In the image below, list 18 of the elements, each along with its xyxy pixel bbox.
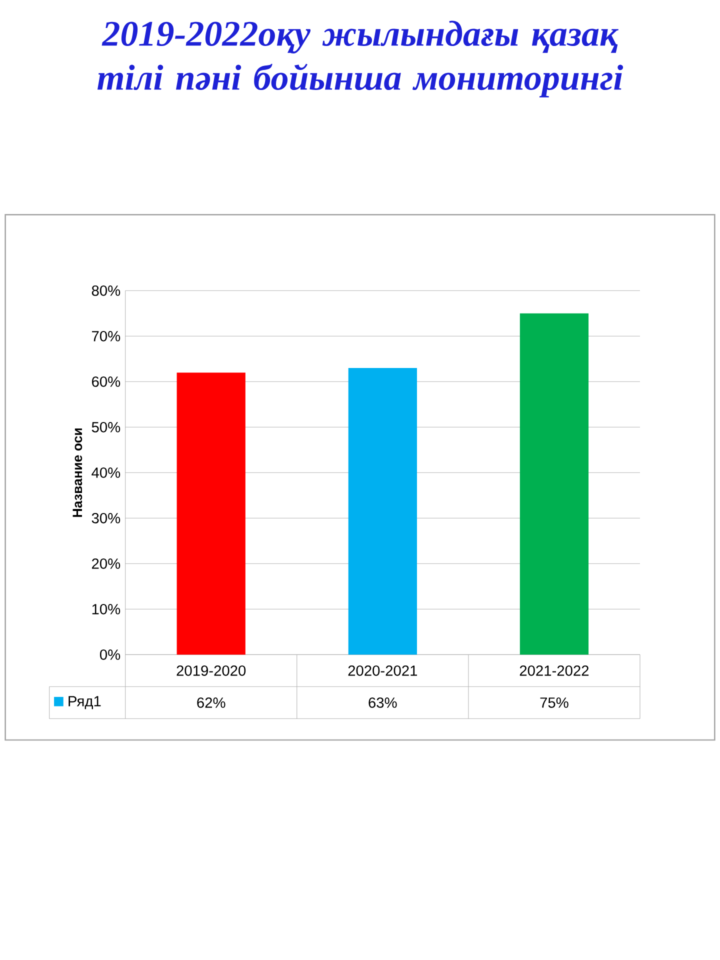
x-tick-label: 2021-2022 — [520, 665, 589, 676]
data-label: 62% — [197, 697, 226, 708]
y-tick-label: 50% — [92, 422, 120, 432]
data-label: 75% — [540, 698, 568, 708]
y-tick-label: 10% — [92, 604, 120, 614]
data-label: 63% — [368, 697, 397, 708]
y-tick-label: 20% — [92, 558, 120, 569]
y-tick-label: 0% — [100, 649, 120, 660]
x-tick-label: 2019-2020 — [176, 665, 246, 676]
y-tick-label: 80% — [92, 285, 120, 296]
y-tick-label: 60% — [92, 376, 120, 387]
chart-title: 2019-2022оқу жылындағы қазақ тілі пәні бойынша мониторингі — [97, 20, 624, 98]
x-tick-label: 2020-2021 — [348, 665, 418, 676]
y-tick-label: 70% — [92, 330, 120, 342]
legend-label: Ряд1 — [68, 696, 101, 710]
y-tick-label: 40% — [92, 467, 120, 478]
y-tick-label: 30% — [92, 512, 120, 524]
y-axis-title: Название оси — [72, 428, 82, 517]
